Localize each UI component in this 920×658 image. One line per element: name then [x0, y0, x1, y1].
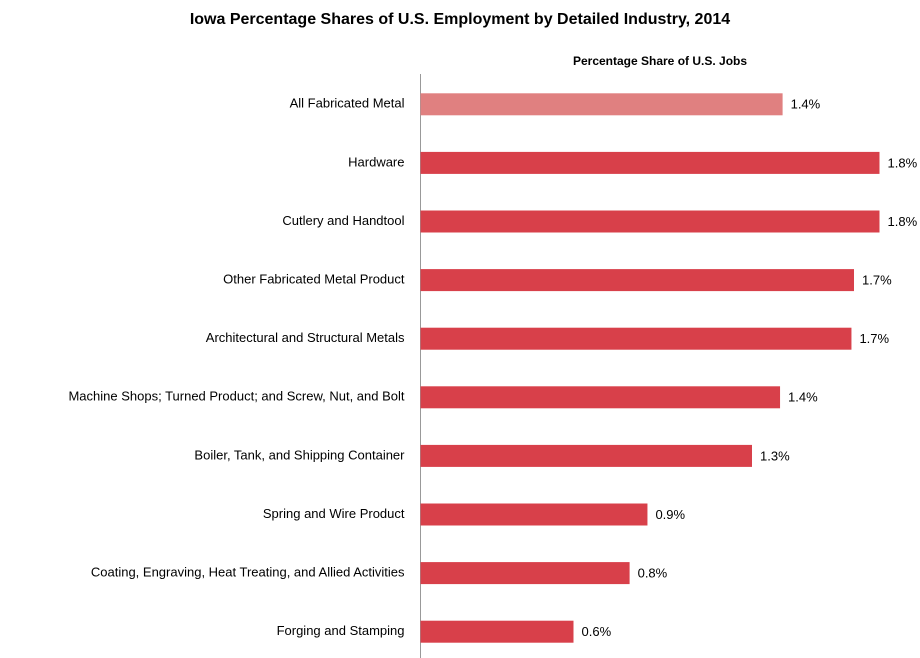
bar [420, 620, 574, 643]
category-label: Other Fabricated Metal Product [223, 272, 405, 287]
category-label: Forging and Stamping [277, 623, 405, 638]
data-label: 1.7% [862, 273, 892, 288]
data-label: 0.8% [638, 566, 668, 581]
category-label: Coating, Engraving, Heat Treating, and A… [91, 565, 405, 580]
bar [420, 151, 880, 174]
data-label: 0.9% [655, 507, 685, 522]
category-label: Machine Shops; Turned Product; and Screw… [68, 389, 404, 404]
data-label: 1.8% [888, 214, 918, 229]
category-label: All Fabricated Metal [290, 96, 405, 111]
category-label: Hardware [348, 154, 404, 169]
bar [420, 503, 648, 526]
data-label: 1.3% [760, 448, 790, 463]
data-label: 0.6% [582, 624, 612, 639]
category-label: Architectural and Structural Metals [206, 330, 405, 345]
data-label: 1.8% [888, 155, 918, 170]
bar [420, 210, 880, 233]
bar [420, 444, 752, 467]
bar [420, 269, 854, 292]
category-label: Spring and Wire Product [263, 506, 405, 521]
chart-title: Iowa Percentage Shares of U.S. Employmen… [190, 11, 730, 28]
data-label: 1.7% [859, 331, 889, 346]
bar [420, 93, 783, 116]
bar [420, 386, 781, 409]
category-label: Boiler, Tank, and Shipping Container [194, 447, 405, 462]
category-label: Cutlery and Handtool [282, 213, 404, 228]
axis-label: Percentage Share of U.S. Jobs [573, 54, 747, 68]
bar [420, 562, 630, 585]
bar [420, 327, 852, 350]
data-label: 1.4% [788, 390, 818, 405]
data-label: 1.4% [791, 97, 821, 112]
